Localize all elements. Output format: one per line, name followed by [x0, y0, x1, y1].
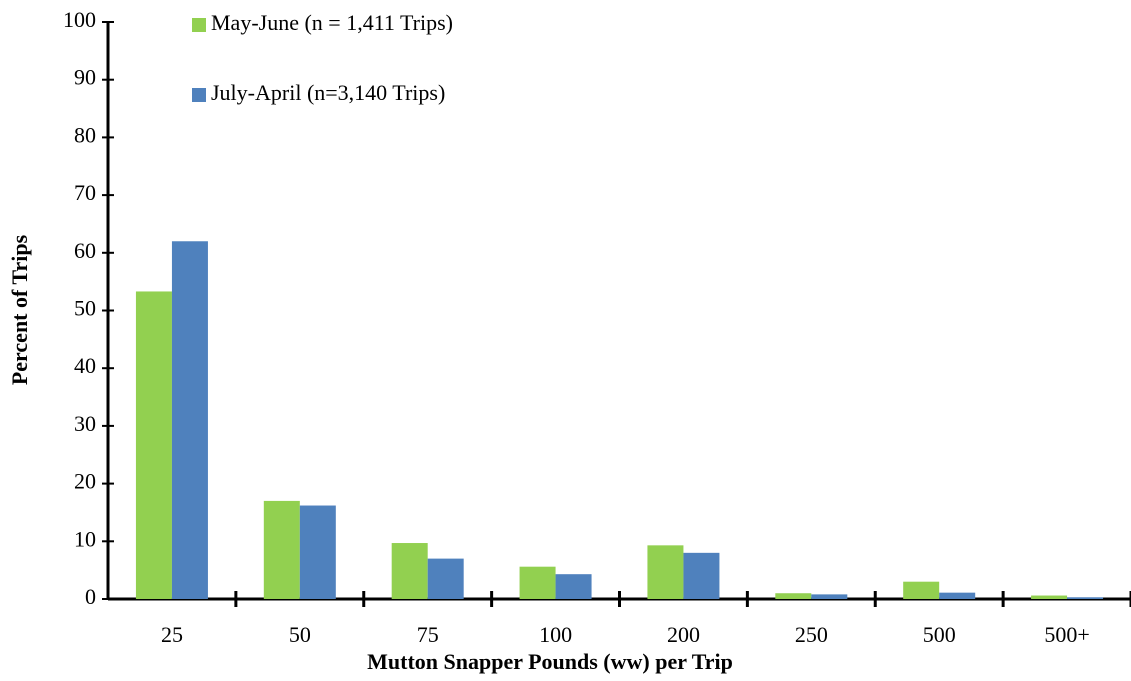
x-tick-label: 500 [923, 622, 956, 647]
y-tick-label: 40 [74, 353, 96, 378]
bar [1067, 597, 1104, 599]
bar [811, 594, 848, 599]
bar [171, 241, 208, 599]
bar [1031, 595, 1068, 599]
y-tick-label: 90 [74, 65, 96, 90]
y-tick-label: 80 [74, 122, 96, 147]
bar [135, 291, 172, 599]
y-tick-label: 30 [74, 411, 96, 436]
y-tick-label: 0 [85, 584, 96, 609]
legend-label: May-June (n = 1,411 Trips) [211, 10, 453, 35]
legend-label: July-April (n=3,140 Trips) [211, 80, 445, 105]
y-tick-label: 20 [74, 469, 96, 494]
bar [939, 592, 976, 599]
bar [263, 500, 300, 599]
x-tick-label: 50 [289, 622, 311, 647]
x-axis-title: Mutton Snapper Pounds (ww) per Trip [367, 649, 733, 674]
y-axis-title: Percent of Trips [7, 234, 32, 385]
bar [683, 552, 720, 599]
x-tick-label: 75 [417, 622, 439, 647]
x-tick-label: 500+ [1044, 622, 1089, 647]
bar [647, 545, 684, 599]
x-tick-label: 250 [795, 622, 828, 647]
x-tick-label: 200 [667, 622, 700, 647]
y-tick-label: 50 [74, 296, 96, 321]
x-tick-label: 100 [539, 622, 572, 647]
legend-swatch [192, 88, 206, 102]
bar [775, 593, 812, 599]
y-tick-label: 100 [63, 7, 96, 32]
bar [903, 581, 940, 599]
bar [299, 505, 336, 599]
bar [391, 543, 428, 599]
x-tick-label: 25 [161, 622, 183, 647]
y-tick-label: 10 [74, 526, 96, 551]
bar [555, 574, 592, 599]
legend-swatch [192, 18, 206, 32]
bar [519, 566, 556, 599]
y-tick-label: 60 [74, 238, 96, 263]
bar [427, 558, 464, 599]
y-tick-label: 70 [74, 180, 96, 205]
